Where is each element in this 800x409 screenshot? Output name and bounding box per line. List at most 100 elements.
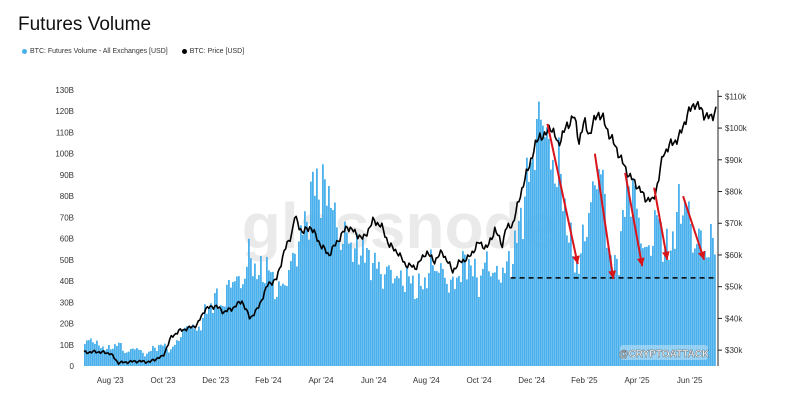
volume-bar <box>146 353 148 366</box>
volume-bar <box>542 125 544 366</box>
volume-bar <box>546 127 548 366</box>
volume-bar <box>570 222 572 366</box>
legend-item-price[interactable]: BTC: Price [USD] <box>181 48 244 55</box>
legend: BTC: Futures Volume - All Exchanges [USD… <box>22 48 244 55</box>
volume-bar <box>268 270 270 366</box>
volume-bar <box>252 276 254 366</box>
decline-arrow <box>546 123 579 265</box>
volume-bar <box>228 279 230 366</box>
volume-bar <box>666 228 668 366</box>
volume-bar <box>358 264 360 366</box>
x-tick-label: Feb '24 <box>255 376 282 385</box>
volume-bar <box>394 278 396 366</box>
decline-arrow <box>593 153 615 280</box>
volume-bar <box>174 344 176 366</box>
decline-arrow <box>624 172 644 267</box>
volume-bar <box>190 328 192 366</box>
volume-bar <box>522 239 524 366</box>
left-tick-label: 110B <box>56 128 74 137</box>
volume-bar <box>170 349 172 366</box>
volume-bar <box>526 157 528 366</box>
volume-bar <box>374 252 376 366</box>
volume-bar <box>198 326 200 366</box>
volume-bar <box>672 231 674 366</box>
volume-bar <box>538 101 540 366</box>
volume-bar <box>140 350 142 366</box>
volume-bar <box>620 231 622 366</box>
volume-bar <box>84 343 86 366</box>
volume-bar <box>238 276 240 366</box>
volume-bar <box>618 275 620 366</box>
x-tick-label: Oct '24 <box>466 376 492 385</box>
x-axis: Aug '23 Oct '23 Dec '23 Feb '24 Apr '24 Jun '… <box>97 376 703 385</box>
volume-bar <box>288 270 290 366</box>
volume-bar <box>134 349 136 366</box>
left-tick-label: 50B <box>60 256 74 265</box>
volume-bar <box>626 176 628 366</box>
volume-bar <box>342 243 344 366</box>
volume-bar <box>386 266 388 366</box>
volume-bar <box>272 271 274 366</box>
volume-bar <box>504 273 506 366</box>
volume-bar <box>396 275 398 366</box>
volume-bar <box>646 246 648 366</box>
volume-bar <box>664 249 666 366</box>
volume-bar <box>94 343 96 366</box>
volume-bar <box>192 324 194 366</box>
right-tick-label: $80k <box>725 188 743 197</box>
volume-bar <box>610 255 612 366</box>
volume-bar <box>596 189 598 366</box>
volume-bar <box>376 268 378 366</box>
right-tick-label: $60k <box>725 251 743 260</box>
volume-bar <box>698 228 700 366</box>
volume-bar <box>92 342 94 366</box>
x-tick-label: Oct '23 <box>150 376 176 385</box>
volume-bar <box>360 255 362 366</box>
volume-bar <box>118 342 120 366</box>
volume-bar <box>510 278 512 366</box>
volume-bar <box>598 169 600 366</box>
volume-bar <box>532 158 534 366</box>
volume-bar <box>246 266 248 366</box>
legend-volume-dot-icon <box>22 49 27 54</box>
volume-bar <box>700 230 702 366</box>
legend-item-volume[interactable]: BTC: Futures Volume - All Exchanges [USD… <box>22 48 168 55</box>
volume-bar <box>498 279 500 366</box>
volume-bar <box>548 138 550 366</box>
volume-bar <box>240 288 242 366</box>
left-axis: 0 10B 20B 30B 40B 50B 60B 70B 80B 90B 100B 110B 120B… <box>55 86 74 371</box>
volume-bar <box>622 210 624 366</box>
volume-bar <box>508 251 510 366</box>
volume-bar <box>442 269 444 366</box>
volume-bar <box>274 299 276 366</box>
volume-bar <box>540 119 542 367</box>
volume-bar <box>258 275 260 366</box>
right-tick-label: $70k <box>725 219 743 228</box>
volume-bar <box>340 249 342 366</box>
volume-bar <box>432 265 434 366</box>
volume-bar <box>222 305 224 366</box>
volume-bar <box>594 185 596 366</box>
volume-bar <box>280 285 282 366</box>
x-tick-label: Jun '24 <box>361 376 387 385</box>
volume-bar <box>290 261 292 366</box>
volume-bar <box>502 267 504 366</box>
volume-bar <box>328 186 330 366</box>
volume-bar <box>392 283 394 366</box>
volume-bar <box>208 307 210 366</box>
volume-bar <box>616 258 618 366</box>
volume-bar <box>214 293 216 366</box>
volume-bar <box>484 262 486 366</box>
volume-bar <box>158 345 160 366</box>
x-tick-label: Dec '23 <box>202 376 229 385</box>
volume-bar <box>674 248 676 366</box>
volume-bar <box>506 261 508 366</box>
volume-bar <box>338 242 340 366</box>
volume-bar <box>106 348 108 366</box>
volume-bar <box>530 162 532 366</box>
volume-bar <box>482 268 484 366</box>
volume-bar <box>690 223 692 366</box>
volume-bar <box>420 285 422 366</box>
volume-bar <box>336 227 338 366</box>
